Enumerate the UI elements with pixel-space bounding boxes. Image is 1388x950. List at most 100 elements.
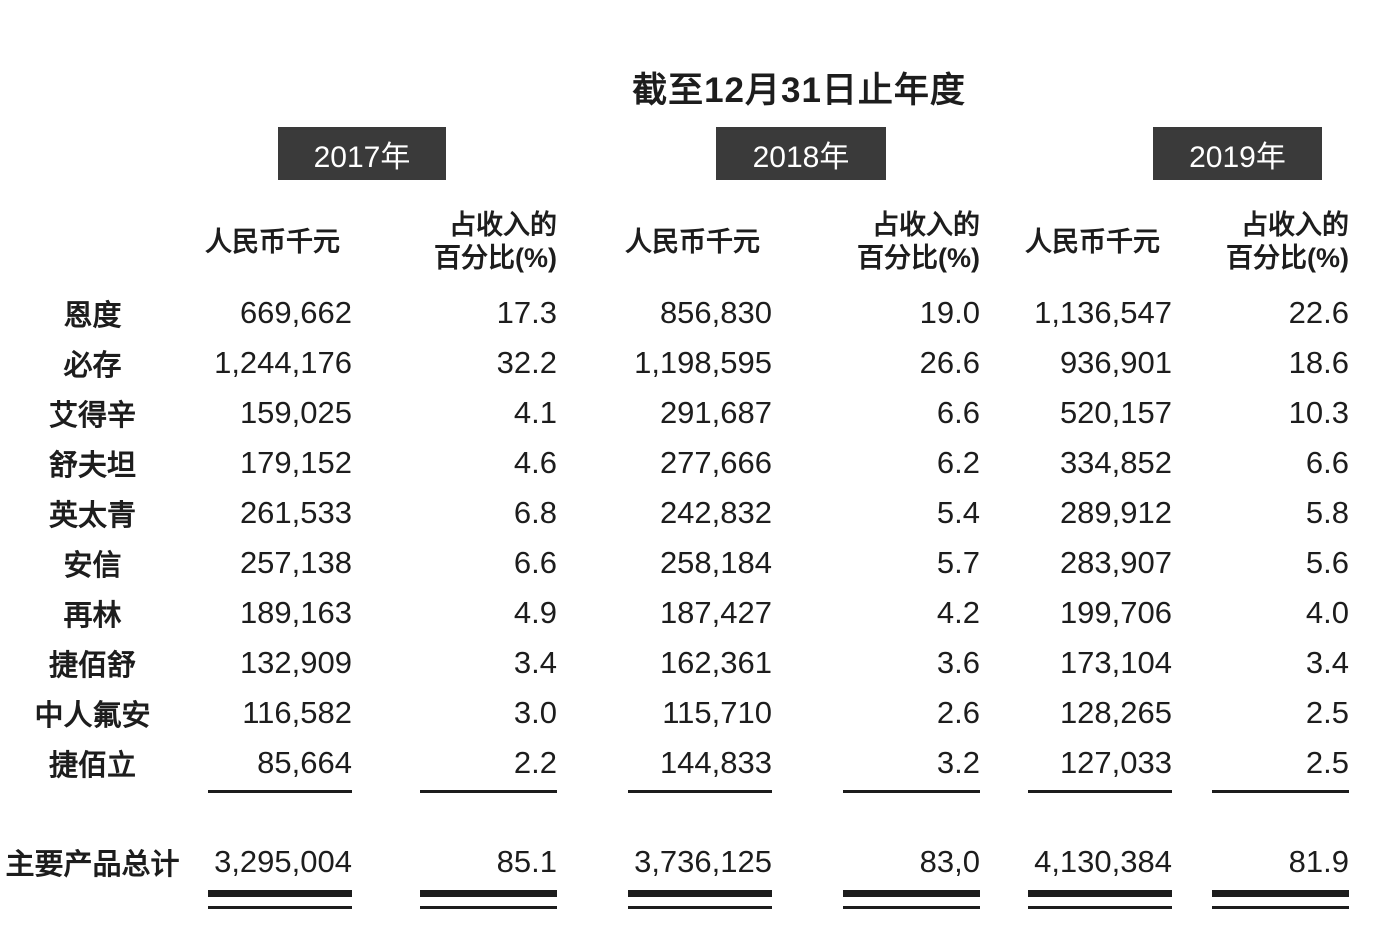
pct-2019: 6.6 bbox=[1305, 445, 1349, 480]
value-2018: 277,666 bbox=[659, 445, 772, 480]
total-value-2018: 3,736,125 bbox=[634, 844, 772, 879]
header-pct-2017: 占收入的 百分比(%) bbox=[352, 209, 557, 275]
pct-2017: 3.4 bbox=[513, 645, 557, 680]
table-row: 恩度 669,662 17.3 856,830 19.0 1,136,547 2… bbox=[0, 288, 1349, 338]
table-title: 截至12月31日止年度 bbox=[632, 71, 966, 110]
value-2019: 173,104 bbox=[1059, 645, 1172, 680]
year-header-2017: 2017年 bbox=[278, 127, 446, 180]
total-value-2019: 4,130,384 bbox=[1034, 844, 1172, 879]
pct-2019: 5.8 bbox=[1305, 495, 1349, 530]
product-name: 艾得辛 bbox=[48, 400, 136, 432]
table-row: 舒夫坦 179,152 4.6 277,666 6.2 334,852 6.6 bbox=[0, 438, 1349, 488]
pct-2019: 4.0 bbox=[1305, 595, 1349, 630]
total-rule-row bbox=[0, 890, 1349, 920]
value-2019: 334,852 bbox=[1059, 445, 1172, 480]
pct-2018: 26.6 bbox=[919, 345, 980, 380]
value-2018: 144,833 bbox=[659, 745, 772, 780]
pct-2018: 6.6 bbox=[936, 395, 980, 430]
double-rule bbox=[208, 890, 352, 909]
total-pct-2019: 81.9 bbox=[1288, 844, 1349, 879]
pct-2019: 22.6 bbox=[1288, 295, 1349, 330]
value-2018: 258,184 bbox=[659, 545, 772, 580]
value-2018: 162,361 bbox=[659, 645, 772, 680]
value-2019: 289,912 bbox=[1059, 495, 1172, 530]
product-name: 捷佰立 bbox=[48, 750, 136, 782]
header-pct-2019-line1: 占收入的 bbox=[1241, 210, 1349, 241]
header-pct-2019: 占收入的 百分比(%) bbox=[1172, 209, 1349, 275]
total-label: 主要产品总计 bbox=[5, 849, 180, 881]
double-rule bbox=[628, 890, 772, 909]
total-row: 主要产品总计 3,295,004 85.1 3,736,125 83,0 4,1… bbox=[0, 836, 1349, 888]
double-rule bbox=[420, 890, 557, 909]
table-row: 艾得辛 159,025 4.1 291,687 6.6 520,157 10.3 bbox=[0, 388, 1349, 438]
value-2017: 261,533 bbox=[239, 495, 352, 530]
value-2017: 189,163 bbox=[239, 595, 352, 630]
header-rmb-2019: 人民币千元 bbox=[1025, 226, 1160, 257]
rule-cell bbox=[185, 788, 352, 793]
header-pct-2018: 占收入的 百分比(%) bbox=[772, 209, 980, 275]
value-2019: 128,265 bbox=[1059, 695, 1172, 730]
table-row: 必存 1,244,176 32.2 1,198,595 26.6 936,901… bbox=[0, 338, 1349, 388]
value-2018: 291,687 bbox=[659, 395, 772, 430]
header-pct-2018-line1: 占收入的 bbox=[872, 210, 980, 241]
rule-cell bbox=[557, 788, 772, 793]
pct-2018: 19.0 bbox=[919, 295, 980, 330]
pct-2019: 18.6 bbox=[1288, 345, 1349, 380]
value-2017: 179,152 bbox=[239, 445, 352, 480]
pct-2017: 6.6 bbox=[513, 545, 557, 580]
pct-2017: 3.0 bbox=[513, 695, 557, 730]
product-name: 安信 bbox=[63, 550, 122, 582]
value-2019: 936,901 bbox=[1059, 345, 1172, 380]
header-pct-2019-line2: 百分比(%) bbox=[1226, 243, 1349, 273]
pct-2018: 3.2 bbox=[936, 745, 980, 780]
value-2019: 127,033 bbox=[1059, 745, 1172, 780]
header-pct-2017-line2: 百分比(%) bbox=[434, 243, 557, 273]
section-rule-row bbox=[0, 788, 1349, 800]
single-rule bbox=[208, 790, 352, 793]
table-row: 安信 257,138 6.6 258,184 5.7 283,907 5.6 bbox=[0, 538, 1349, 588]
pct-2017: 4.6 bbox=[513, 445, 557, 480]
value-2019: 199,706 bbox=[1059, 595, 1172, 630]
value-2019: 1,136,547 bbox=[1034, 295, 1172, 330]
revenue-table: 人民币千元 占收入的 百分比(%) 人民币千元 占收入的 百分比(%) 人民币千… bbox=[0, 196, 1349, 920]
pct-2017: 17.3 bbox=[496, 295, 557, 330]
pct-2018: 2.6 bbox=[936, 695, 980, 730]
rule-spacer bbox=[0, 890, 185, 920]
rule-cell bbox=[557, 890, 772, 920]
single-rule bbox=[1028, 790, 1172, 793]
product-name: 英太青 bbox=[48, 500, 136, 532]
pct-2017: 2.2 bbox=[513, 745, 557, 780]
header-rmb-2017: 人民币千元 bbox=[205, 226, 340, 257]
rule-cell bbox=[185, 890, 352, 920]
total-pct-2018: 83,0 bbox=[919, 844, 980, 879]
pct-2019: 5.6 bbox=[1305, 545, 1349, 580]
year-label-2019: 2019年 bbox=[1189, 140, 1286, 174]
table-row: 中人氟安 116,582 3.0 115,710 2.6 128,265 2.5 bbox=[0, 688, 1349, 738]
header-rmb-2018: 人民币千元 bbox=[625, 226, 760, 257]
pct-2017: 32.2 bbox=[496, 345, 557, 380]
pct-2018: 3.6 bbox=[936, 645, 980, 680]
pct-2018: 4.2 bbox=[936, 595, 980, 630]
double-rule bbox=[1028, 890, 1172, 909]
total-pct-2017: 85.1 bbox=[496, 844, 557, 879]
year-header-2019: 2019年 bbox=[1153, 127, 1322, 180]
value-2018: 115,710 bbox=[662, 695, 772, 730]
year-label-2018: 2018年 bbox=[752, 140, 850, 174]
product-name: 舒夫坦 bbox=[48, 450, 136, 482]
pct-2018: 6.2 bbox=[936, 445, 980, 480]
pct-2018: 5.7 bbox=[936, 545, 980, 580]
pct-2019: 2.5 bbox=[1305, 695, 1349, 730]
column-header-row: 人民币千元 占收入的 百分比(%) 人民币千元 占收入的 百分比(%) 人民币千… bbox=[0, 196, 1349, 288]
rule-cell bbox=[352, 788, 557, 793]
single-rule bbox=[420, 790, 557, 793]
pct-2017: 4.1 bbox=[513, 395, 557, 430]
pct-2019: 2.5 bbox=[1305, 745, 1349, 780]
single-rule bbox=[628, 790, 772, 793]
year-label-2017: 2017年 bbox=[313, 140, 411, 174]
product-name: 恩度 bbox=[63, 300, 122, 332]
product-name: 再林 bbox=[63, 600, 122, 632]
value-2018: 187,427 bbox=[659, 595, 772, 630]
value-2019: 520,157 bbox=[1059, 395, 1172, 430]
value-2017: 669,662 bbox=[239, 295, 352, 330]
